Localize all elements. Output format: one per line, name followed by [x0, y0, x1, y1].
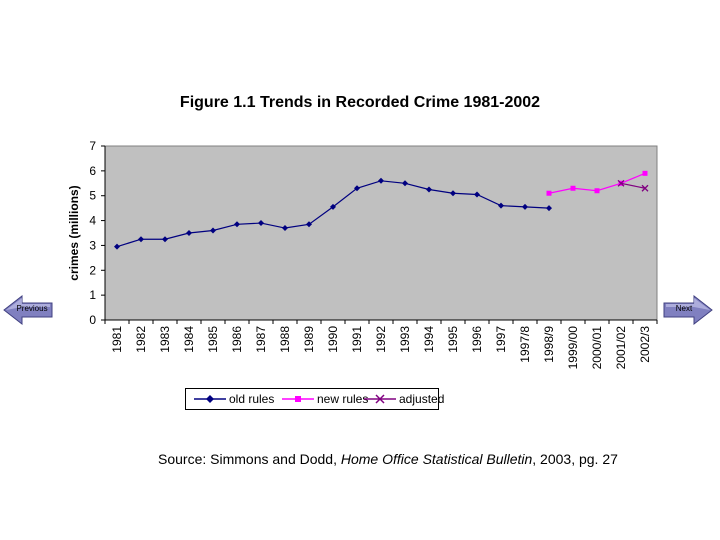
- source-citation: Source: Simmons and Dodd, Home Office St…: [158, 451, 618, 467]
- data-point: [546, 190, 552, 196]
- x-tick-label: 1994: [422, 326, 436, 353]
- data-point: [402, 180, 408, 187]
- data-point: [617, 179, 625, 187]
- legend-item-old-rules: old rules: [194, 392, 274, 406]
- x-tick-label: 1988: [278, 326, 292, 353]
- data-point: [450, 190, 456, 197]
- x-tick-label: 1986: [230, 326, 244, 353]
- x-tick-label: 1982: [134, 326, 148, 353]
- legend-label-adjusted: adjusted: [399, 392, 445, 406]
- right-arrow-icon: [663, 295, 713, 325]
- chart-legend: old rules new rules adjusted: [185, 388, 444, 410]
- x-tick-label: 1993: [398, 326, 412, 353]
- x-tick-label: 1997/8: [518, 326, 532, 363]
- x-tick-label: 1990: [326, 326, 340, 353]
- data-point: [258, 220, 264, 227]
- y-tick-label: 6: [89, 164, 96, 178]
- source-prefix: Source: Simmons and Dodd,: [158, 451, 341, 467]
- x-tick-label: 1985: [206, 326, 220, 353]
- data-point: [594, 188, 600, 194]
- x-tick-label: 1997: [494, 326, 508, 353]
- data-point: [522, 203, 528, 210]
- data-point: [354, 185, 360, 192]
- next-button[interactable]: Next: [662, 295, 714, 325]
- legend-label-old-rules: old rules: [229, 392, 275, 406]
- data-point: [162, 236, 168, 243]
- x-tick-label: 1989: [302, 326, 316, 353]
- x-tick-label: 1995: [446, 326, 460, 353]
- y-tick-label: 1: [89, 288, 96, 302]
- diamond-marker-icon: [194, 395, 226, 403]
- x-tick-label: 1991: [350, 326, 364, 353]
- data-point: [210, 227, 216, 234]
- x-marker-icon: [364, 394, 396, 404]
- y-axis: 0 1 2 3 4 5 6 7: [89, 139, 106, 327]
- next-label: Next: [675, 304, 693, 313]
- y-axis-label: crimes (millions): [67, 185, 81, 280]
- x-tick-label: 1983: [158, 326, 172, 353]
- data-point: [642, 170, 648, 176]
- x-tick-label: 2001/02: [614, 326, 628, 370]
- source-publication: Home Office Statistical Bulletin: [340, 451, 533, 467]
- y-tick-label: 3: [89, 238, 96, 252]
- left-arrow-icon: [3, 295, 53, 325]
- chart-title: Figure 1.1 Trends in Recorded Crime 1981…: [179, 94, 541, 111]
- x-tick-label: 1996: [470, 326, 484, 353]
- y-tick-label: 5: [89, 189, 96, 203]
- x-tick-label: 1999/00: [566, 326, 580, 370]
- data-point: [641, 184, 649, 192]
- series-adjusted: [617, 179, 649, 192]
- data-point: [114, 243, 120, 250]
- series-layer: [114, 170, 649, 250]
- series-line: [620, 182, 646, 189]
- source-suffix: , 2003, pg. 27: [532, 451, 618, 467]
- data-point: [234, 221, 240, 228]
- x-tick-label: 1987: [254, 326, 268, 353]
- legend-label-new-rules: new rules: [317, 392, 369, 406]
- legend-item-adjusted: adjusted: [364, 392, 444, 406]
- previous-label: Previous: [16, 304, 48, 313]
- data-point: [498, 202, 504, 209]
- series-old-rules: [114, 177, 552, 250]
- previous-button[interactable]: Previous: [2, 295, 54, 325]
- data-point: [186, 230, 192, 236]
- x-axis: 1981 1982 1983 1984 1985 1986 1987 1988 1989 1990…: [104, 319, 658, 370]
- y-tick-label: 4: [89, 214, 96, 228]
- x-tick-label: 1992: [374, 326, 388, 353]
- x-tick-label: 2002/3: [638, 326, 652, 363]
- data-point: [330, 203, 336, 210]
- y-tick-label: 7: [89, 139, 96, 153]
- y-tick-label: 2: [89, 263, 96, 277]
- legend-item-new-rules: new rules: [282, 392, 368, 406]
- x-tick-label: 1998/9: [542, 326, 556, 363]
- data-point: [426, 186, 432, 193]
- data-point: [474, 191, 480, 198]
- x-tick-label: 2000/01: [590, 326, 604, 370]
- data-point: [570, 185, 576, 191]
- plot-area: [104, 145, 658, 321]
- y-tick-label: 0: [89, 313, 96, 327]
- data-point: [306, 221, 312, 228]
- data-point: [378, 177, 384, 184]
- x-tick-label: 1984: [182, 326, 196, 353]
- data-point: [282, 225, 288, 232]
- square-marker-icon: [282, 396, 314, 402]
- x-tick-label: 1981: [110, 326, 124, 353]
- data-point: [138, 236, 144, 243]
- data-point: [546, 205, 552, 212]
